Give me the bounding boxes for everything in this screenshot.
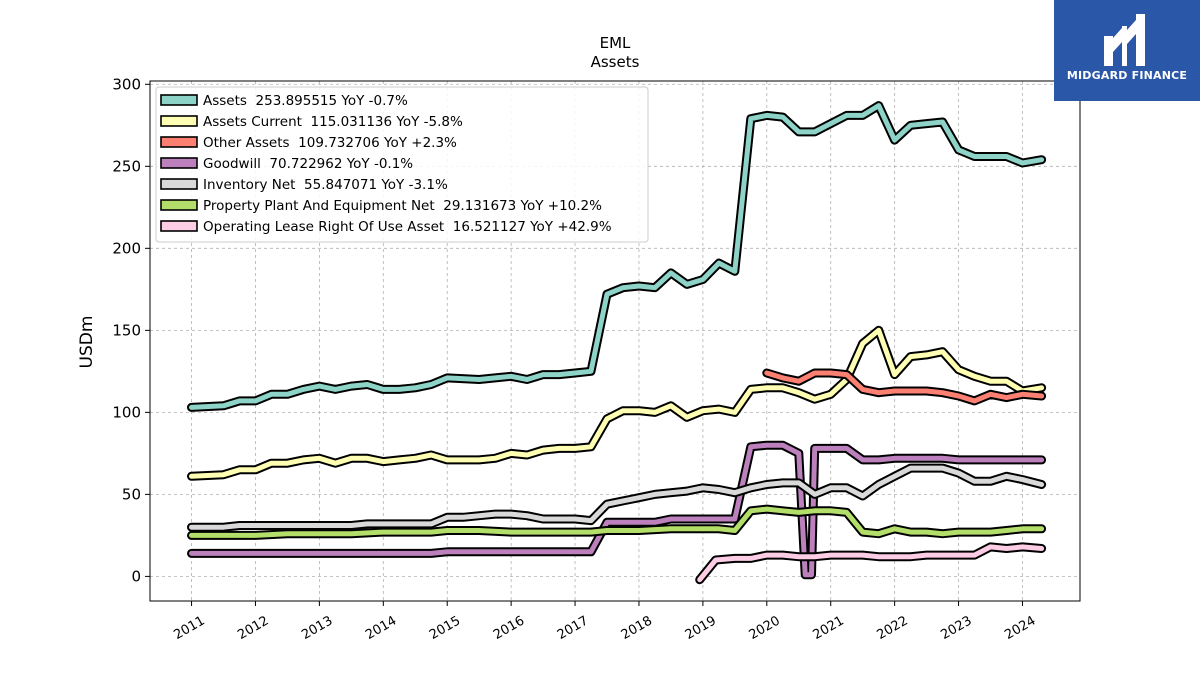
legend-swatch — [160, 94, 198, 106]
x-tick-label: 2014 — [363, 613, 399, 643]
x-tick-label: 2012 — [235, 613, 271, 643]
series-line — [189, 506, 1045, 538]
legend-entry: Operating Lease Right Of Use Asset 16.52… — [203, 219, 612, 235]
x-tick-label: 2013 — [299, 613, 335, 643]
series-line — [189, 327, 1045, 479]
y-tick-label: 300 — [112, 75, 141, 93]
legend: Assets 253.895515 YoY -0.7% Assets Curren… — [155, 86, 649, 243]
gridlines — [150, 81, 1080, 601]
x-tick-label: 2016 — [491, 613, 527, 643]
y-tick-label: 150 — [112, 321, 141, 339]
y-axis: 0 50 100 150 200 250 300 — [112, 75, 150, 585]
midgard-logo-icon — [1104, 14, 1145, 66]
x-tick-label: 2018 — [619, 613, 655, 643]
y-tick-label: 200 — [112, 239, 141, 257]
x-tick-label: 2021 — [811, 613, 847, 643]
legend-swatch — [160, 115, 198, 127]
legend-entry: Property Plant And Equipment Net 29.1316… — [203, 198, 602, 214]
y-tick-label: 0 — [131, 567, 141, 585]
y-tick-label: 100 — [112, 403, 141, 421]
x-tick-label: 2011 — [171, 613, 207, 643]
x-tick-label: 2020 — [747, 613, 783, 643]
series-line-outline — [695, 542, 1047, 585]
plot-frame — [149, 80, 1081, 602]
series-line — [189, 103, 1045, 410]
legend-box — [155, 86, 649, 243]
series-lines — [187, 101, 1047, 585]
legend-entry: Assets 253.895515 YoY -0.7% — [203, 93, 408, 109]
legend-swatch — [160, 199, 198, 211]
x-tick-label: 2017 — [555, 613, 591, 643]
legend-entry: Assets Current 115.031136 YoY -5.8% — [203, 114, 463, 130]
legend-swatch — [160, 136, 198, 148]
y-tick-label: 50 — [122, 485, 141, 503]
series-line — [764, 370, 1045, 404]
x-tick-label: 2022 — [874, 613, 910, 643]
y-axis-label: USDm — [77, 316, 97, 369]
series-line — [189, 442, 1045, 578]
x-axis: 2011 2012 2013 2014 2015 2016 2017 2018 2019 2020… — [171, 601, 1038, 643]
x-tick-label: 2019 — [683, 613, 719, 643]
y-tick-label: 250 — [112, 157, 141, 175]
legend-entry: Goodwill 70.722962 YoY -0.1% — [203, 156, 413, 172]
x-tick-label: 2015 — [427, 613, 463, 643]
legend-swatch — [160, 220, 198, 232]
series-line — [189, 465, 1045, 530]
logo-text: MIDGARD FINANCE — [1066, 69, 1188, 82]
x-tick-label: 2024 — [1002, 613, 1038, 643]
chart-title: EML — [600, 34, 631, 52]
chart-subtitle: Assets — [591, 53, 640, 71]
legend-entry: Inventory Net 55.847071 YoY -3.1% — [203, 177, 448, 193]
legend-swatch — [160, 157, 198, 169]
legend-swatch — [160, 178, 198, 190]
legend-entry: Other Assets 109.732706 YoY +2.3% — [203, 135, 457, 151]
brand-logo: MIDGARD FINANCE — [1054, 0, 1200, 101]
x-tick-label: 2023 — [938, 613, 974, 643]
series-line — [697, 544, 1045, 583]
